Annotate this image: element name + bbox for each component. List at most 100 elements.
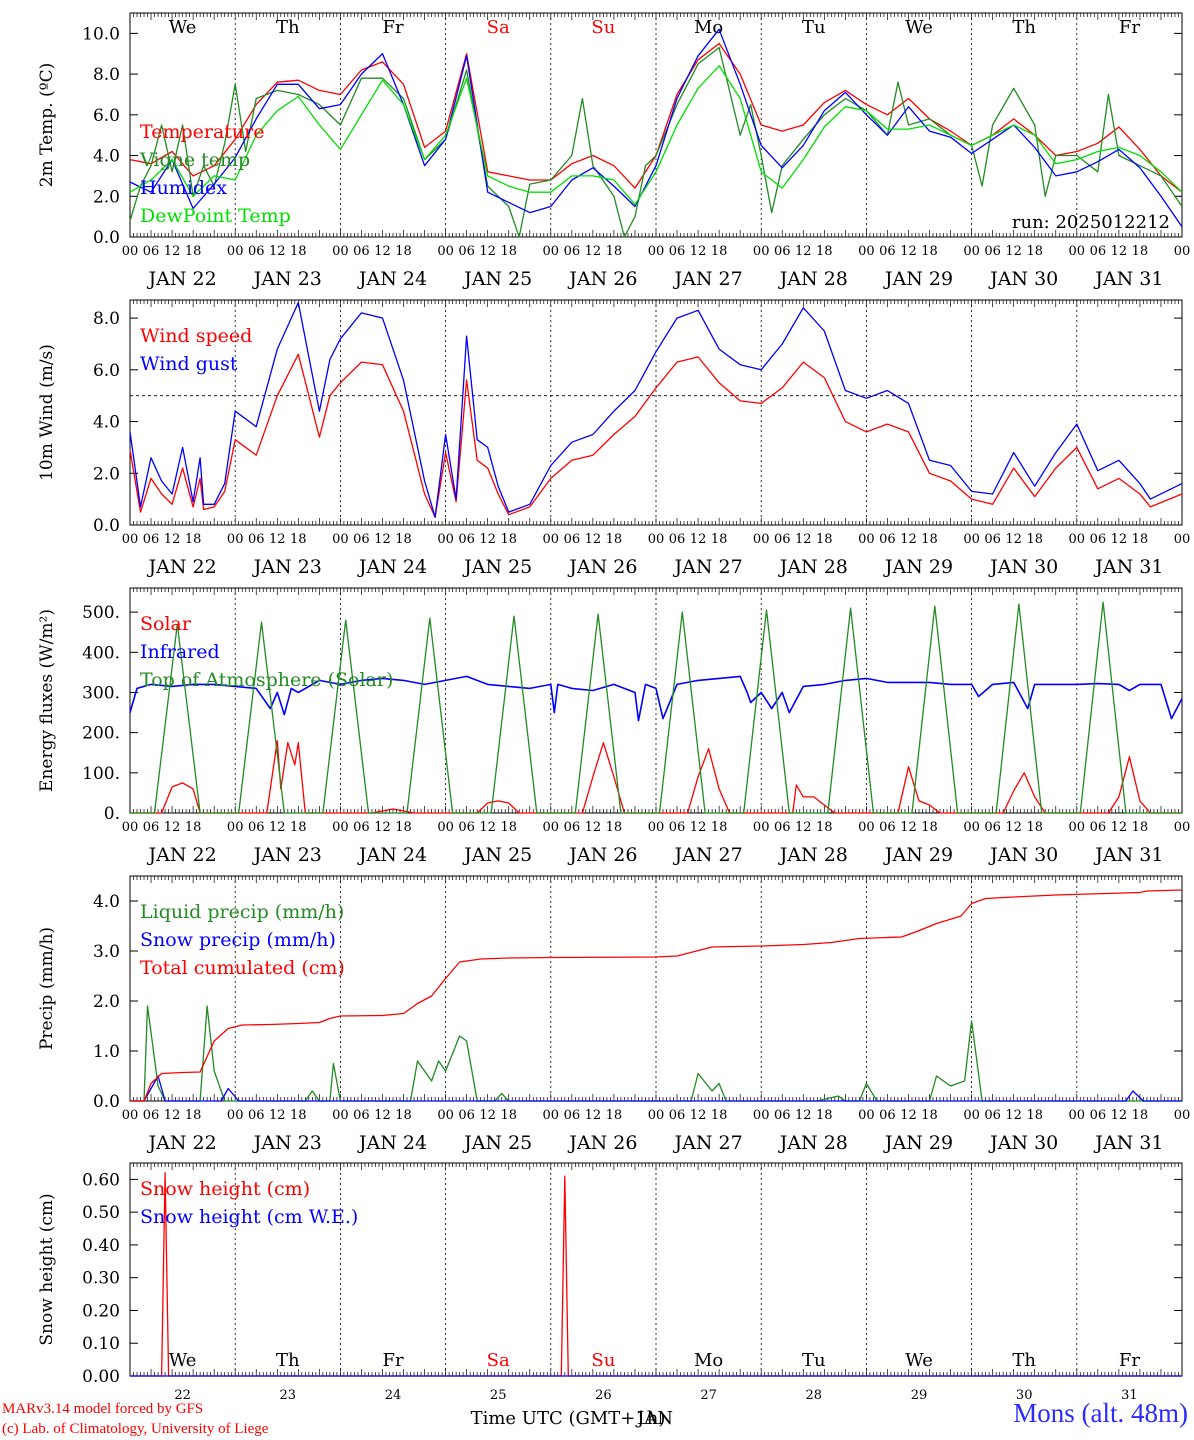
x-hour-label: 00 — [543, 1108, 560, 1123]
day-number-label: 28 — [806, 1388, 823, 1403]
legend-entry: Humidex — [140, 177, 227, 199]
x-date-label: JAN 23 — [252, 1132, 322, 1154]
x-hour-label: 18 — [290, 820, 307, 835]
x-hour-label: 18 — [185, 532, 202, 547]
x-hour-label: 00 — [648, 820, 665, 835]
x-hour-label: 06 — [1090, 532, 1107, 547]
model-credit: MARv3.14 model forced by GFS (c) Lab. of… — [2, 1399, 268, 1439]
x-hour-label: 06 — [143, 1108, 160, 1123]
y-tick-label: 0.0 — [93, 516, 120, 536]
x-hour-label: 00 — [963, 1108, 980, 1123]
x-hour-label: 06 — [458, 1108, 475, 1123]
weekday-label: Tu — [802, 17, 826, 38]
x-date-label: JAN 29 — [883, 844, 953, 866]
weekday-label: Fr — [1119, 1350, 1140, 1371]
x-hour-label: 12 — [164, 820, 181, 835]
chart-panel-1: 0.0 2.0 4.0 6.0 8.0 10.0 2m Temp. (ºC) We Th Fr Sa… — [37, 12, 1190, 290]
x-date-label: JAN 26 — [567, 268, 637, 290]
x-hour-label: 00 — [753, 820, 770, 835]
chart-panel-4: 0.0 1.0 2.0 3.0 4.0 Precip (mm/h) Liquid preci… — [37, 875, 1191, 1154]
x-date-label: JAN 27 — [673, 844, 743, 866]
series-line — [129, 675, 1183, 722]
x-hour-label: 00 — [1069, 1108, 1086, 1123]
day-number-label: 29 — [911, 1388, 928, 1403]
weekday-label: We — [169, 17, 197, 38]
x-hour-label: 12 — [374, 532, 391, 547]
x-hour-label: 06 — [143, 244, 160, 259]
x-date-label: JAN 25 — [462, 1132, 532, 1154]
legend-entry: DewPoint Temp — [140, 205, 291, 227]
x-hour-label: 12 — [795, 244, 812, 259]
x-date-label: JAN 30 — [988, 268, 1058, 290]
x-date-label: JAN 31 — [1093, 556, 1163, 578]
x-hour-label: 00 — [1174, 532, 1191, 547]
x-hour-label: 18 — [290, 532, 307, 547]
x-hour-label: 06 — [1090, 1108, 1107, 1123]
x-hour-label: 06 — [458, 532, 475, 547]
x-date-label: JAN 22 — [147, 268, 217, 290]
x-hour-label: 00 — [963, 820, 980, 835]
x-hour-label: 00 — [858, 532, 875, 547]
x-hour-label: 00 — [332, 532, 349, 547]
x-date-label: JAN 30 — [988, 844, 1058, 866]
x-hour-label: 00 — [753, 1108, 770, 1123]
x-hour-label: 18 — [921, 532, 938, 547]
x-hour-label: 06 — [564, 1108, 581, 1123]
x-hour-label: 12 — [164, 1108, 181, 1123]
series-line — [130, 1005, 1182, 1102]
x-hour-label: 18 — [290, 244, 307, 259]
x-hour-label: 12 — [1005, 1108, 1022, 1123]
chart-panel-3: 0. 100. 200. 300. 400. 500. Energy fluxes (W/m… — [37, 587, 1190, 866]
x-hour-label: 00 — [543, 532, 560, 547]
legend-entry: Vigne temp — [139, 149, 250, 171]
x-date-label: JAN 22 — [147, 1132, 217, 1154]
legend-entry: Snow height (cm) — [140, 1178, 310, 1200]
x-hour-label: 00 — [1069, 820, 1086, 835]
x-hour-label: 18 — [185, 820, 202, 835]
x-hour-label: 00 — [858, 1108, 875, 1123]
y-tick-label: 2.0 — [93, 464, 120, 484]
x-hour-label: 06 — [143, 532, 160, 547]
x-hour-label: 06 — [669, 244, 686, 259]
x-hour-label: 18 — [711, 244, 728, 259]
legend-entry: Wind gust — [140, 353, 238, 375]
weekday-label: Tu — [802, 1350, 826, 1371]
x-hour-label: 06 — [774, 820, 791, 835]
x-date-label: JAN 24 — [357, 556, 427, 578]
y-tick-label: 0. — [104, 804, 120, 824]
x-hour-label: 12 — [269, 820, 286, 835]
weekday-label: Th — [1012, 17, 1036, 38]
x-hour-label: 18 — [711, 532, 728, 547]
x-hour-label: 00 — [1069, 532, 1086, 547]
x-hour-label: 12 — [690, 820, 707, 835]
x-hour-label: 00 — [1174, 1108, 1191, 1123]
weekday-label: Su — [591, 17, 615, 38]
y-tick-label: 0.00 — [82, 1367, 120, 1387]
x-hour-label: 18 — [1132, 1108, 1149, 1123]
x-hour-label: 18 — [1026, 244, 1043, 259]
weekday-label: We — [905, 1350, 933, 1371]
x-hour-label: 00 — [648, 532, 665, 547]
x-hour-label: 00 — [227, 532, 244, 547]
x-date-label: JAN 29 — [883, 1132, 953, 1154]
x-hour-label: 12 — [690, 1108, 707, 1123]
x-hour-label: 00 — [543, 820, 560, 835]
y-tick-label: 8.0 — [93, 65, 120, 85]
x-hour-label: 06 — [458, 820, 475, 835]
x-date-label: JAN 24 — [357, 1132, 427, 1154]
x-hour-label: 12 — [479, 820, 496, 835]
y-tick-label: 300. — [82, 683, 120, 703]
x-hour-label: 06 — [1090, 820, 1107, 835]
x-hour-label: 06 — [669, 1108, 686, 1123]
x-hour-label: 06 — [879, 1108, 896, 1123]
x-hour-label: 00 — [437, 820, 454, 835]
x-hour-label: 12 — [1111, 244, 1128, 259]
x-hour-label: 18 — [921, 1108, 938, 1123]
x-hour-label: 12 — [585, 244, 602, 259]
x-hour-label: 06 — [143, 820, 160, 835]
x-hour-label: 18 — [606, 244, 623, 259]
x-hour-label: 06 — [353, 1108, 370, 1123]
series-line — [129, 65, 1183, 206]
x-hour-label: 06 — [774, 1108, 791, 1123]
y-tick-label: 10.0 — [82, 24, 120, 44]
